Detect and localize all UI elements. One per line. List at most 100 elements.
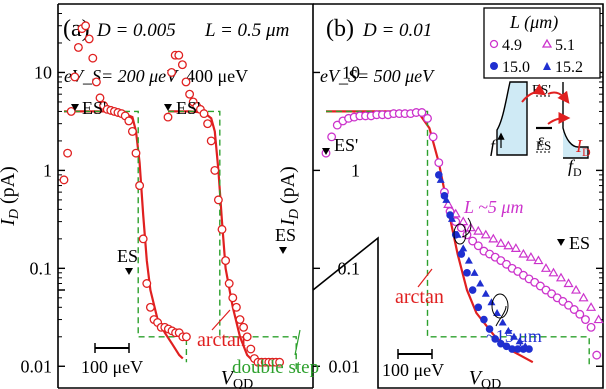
point-experiment: [124, 116, 134, 126]
point-15-2: [510, 332, 518, 340]
point-4-9: [592, 350, 602, 360]
point-4-9: [428, 132, 438, 142]
point-5-1: [578, 292, 589, 302]
point-experiment: [127, 126, 137, 136]
inset-arrow-1: [521, 83, 546, 103]
y-tick-label-b: 0.1: [338, 258, 361, 278]
point-15-2: [498, 318, 507, 326]
point-experiment: [235, 315, 245, 324]
inset-f-label: f: [490, 136, 498, 156]
inset-arrow-2: [547, 90, 570, 104]
point-experiment: [239, 322, 249, 332]
panel-a-subplot-2: [163, 50, 297, 371]
panel-b-bias: eV_S= 500 μeV: [320, 66, 435, 86]
point-experiment: [228, 293, 238, 303]
scale-bar-a: 100 μeV: [81, 343, 143, 377]
point-5-1: [443, 199, 454, 208]
y-tick-label-a: 0.01: [21, 356, 53, 376]
legend-label-4-9: 4.9: [502, 37, 522, 54]
point-experiment: [84, 34, 94, 44]
scale-bar-b: 100 μeV: [382, 349, 444, 380]
point-5-1: [533, 255, 544, 265]
inset-schematic: ES' ε ES f ID fD: [490, 81, 591, 179]
point-15-2: [453, 230, 462, 238]
arctan-label-b: arctan: [395, 286, 444, 308]
point-15-2: [493, 308, 502, 316]
point-4-9: [473, 241, 483, 251]
arctan-label-a: arctan: [197, 329, 246, 351]
point-experiment: [221, 256, 231, 266]
panel-b-label: (b): [326, 16, 354, 42]
point-experiment: [275, 357, 285, 367]
point-experiment: [177, 60, 187, 70]
legend-title: L (μm): [509, 12, 558, 33]
l-5um-label: L ~5 μm: [463, 197, 523, 217]
point-15-0: [468, 286, 477, 294]
point-5-1: [563, 278, 574, 288]
point-15-0: [474, 303, 483, 312]
point-experiment: [73, 43, 83, 52]
point-15-0: [513, 345, 522, 353]
point-15-2: [476, 279, 485, 287]
point-experiment: [181, 332, 191, 342]
point-15-2: [464, 256, 473, 264]
point-experiment: [206, 136, 216, 146]
point-experiment: [185, 89, 195, 99]
point-experiment: [231, 302, 241, 312]
point-5-1: [525, 251, 536, 261]
es-prime-marker-a2: [164, 104, 172, 111]
point-experiment: [213, 195, 223, 205]
point-5-1: [495, 238, 506, 247]
point-15-0: [485, 325, 494, 333]
point-experiment: [91, 77, 101, 87]
legend-label-15-0: 15.0: [502, 59, 530, 76]
inset-right-fermi: [562, 82, 589, 159]
point-experiment: [142, 279, 152, 288]
y-axis-label-a: ID (pA): [0, 166, 22, 227]
es-prime-marker-b: [322, 148, 330, 155]
l-15um-label: ~15 μm: [486, 326, 542, 346]
legend-marker-15-2: [543, 62, 551, 70]
point-5-1: [480, 229, 491, 239]
y-axis-label-b: ID (pA): [277, 166, 302, 227]
y-tick-label-a: 10: [34, 62, 52, 82]
point-15-0: [508, 345, 516, 353]
inset-arrow-3: [547, 112, 571, 125]
panel-a-bias-2: 400 μeV: [186, 66, 248, 86]
point-experiment: [242, 332, 252, 342]
point-experiment: [246, 344, 256, 354]
x-axis-label-b: VQD: [469, 367, 501, 389]
es-prime-label-a2: ES': [176, 98, 200, 118]
point-experiment: [217, 224, 227, 234]
point-15-0: [480, 315, 488, 324]
point-experiment: [70, 72, 80, 82]
point-experiment: [224, 279, 234, 288]
point-15-2: [521, 342, 530, 350]
y-tick-label-b: 1: [351, 160, 360, 180]
es-prime-label-a1: ES': [82, 98, 106, 118]
point-5-1: [503, 240, 514, 250]
y-tick-label-b: 0.01: [329, 356, 361, 376]
point-4-9: [580, 315, 590, 324]
inset-fd-label: fD: [568, 156, 582, 179]
point-experiment: [131, 148, 141, 158]
double-step-label-a: double step: [232, 357, 319, 378]
inset-es: ES: [536, 138, 551, 153]
y-tick-label-b: 10: [342, 62, 360, 82]
point-4-9: [327, 132, 337, 142]
point-15-2: [515, 337, 524, 345]
point-15-0: [457, 250, 466, 258]
es-marker-a2: [279, 247, 287, 254]
point-5-1: [571, 284, 582, 294]
point-4-9: [586, 322, 596, 332]
panel-a-param-d: D = 0.005: [96, 20, 176, 41]
point-5-1: [518, 248, 529, 258]
point-5-1: [586, 302, 597, 311]
point-5-1: [540, 263, 551, 272]
legend: L (μm) 4.9 5.1 15.0 15.2: [483, 7, 601, 79]
point-experiment: [181, 77, 191, 87]
legend-marker-15-0: [490, 62, 498, 70]
point-experiment: [203, 119, 213, 129]
point-15-0: [463, 269, 471, 277]
